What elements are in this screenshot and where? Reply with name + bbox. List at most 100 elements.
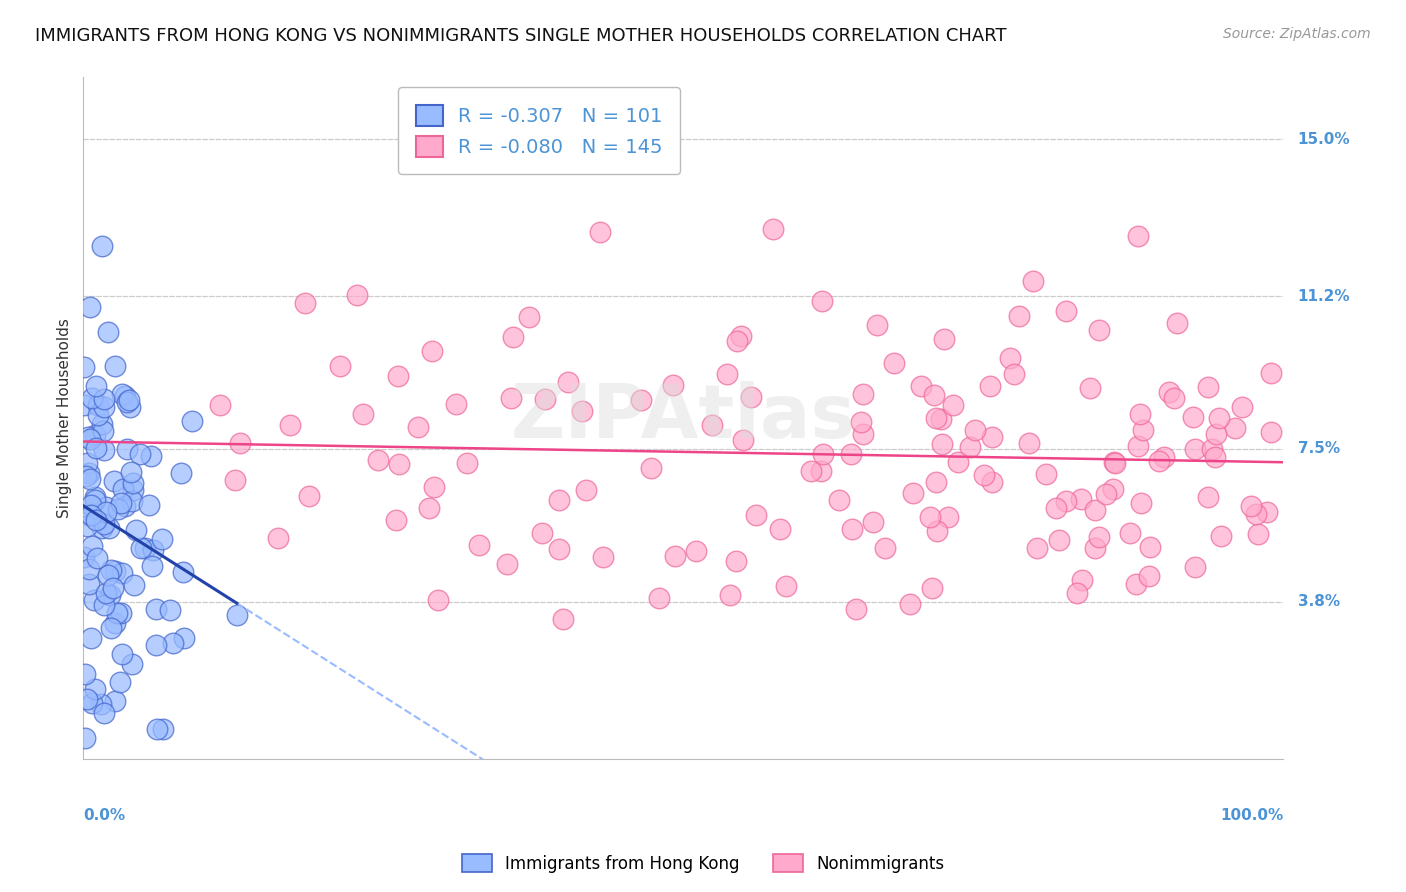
Point <box>120 465 142 479</box>
Point <box>873 541 896 556</box>
Text: 3.8%: 3.8% <box>1298 594 1340 609</box>
Point <box>1139 541 1161 555</box>
Point <box>346 287 368 301</box>
Point <box>901 486 924 500</box>
Point <box>775 578 797 592</box>
Point <box>630 392 652 407</box>
Point <box>180 414 202 428</box>
Point <box>86 551 108 566</box>
Point <box>1247 526 1270 541</box>
Point <box>388 457 411 471</box>
Point <box>73 667 96 681</box>
Point <box>768 522 790 536</box>
Point <box>209 398 232 412</box>
Point <box>1137 569 1160 583</box>
Point <box>548 541 571 556</box>
Point <box>810 464 832 478</box>
Point <box>998 351 1021 365</box>
Point <box>145 638 167 652</box>
Point <box>936 509 959 524</box>
Point <box>1125 577 1147 591</box>
Point <box>138 498 160 512</box>
Point <box>979 379 1001 393</box>
Point <box>1102 454 1125 468</box>
Point <box>80 508 103 523</box>
Point <box>499 392 522 406</box>
Point <box>1070 491 1092 506</box>
Point <box>79 472 101 486</box>
Point <box>426 593 449 607</box>
Point <box>1159 384 1181 399</box>
Point <box>114 389 136 403</box>
Point <box>73 731 96 745</box>
Point <box>1066 586 1088 600</box>
Point <box>103 475 125 489</box>
Point <box>553 612 575 626</box>
Point <box>731 434 754 448</box>
Point <box>502 330 524 344</box>
Point <box>446 397 468 411</box>
Point <box>129 448 152 462</box>
Point <box>1197 380 1219 394</box>
Point <box>1240 500 1263 514</box>
Point <box>80 632 103 646</box>
Point <box>367 453 389 467</box>
Point <box>83 681 105 696</box>
Y-axis label: Single Mother Households: Single Mother Households <box>58 318 72 518</box>
Point <box>1084 502 1107 516</box>
Point <box>80 697 103 711</box>
Point <box>352 408 374 422</box>
Point <box>1163 391 1185 405</box>
Point <box>93 706 115 720</box>
Point <box>76 456 98 470</box>
Point <box>548 492 571 507</box>
Point <box>1095 486 1118 500</box>
Point <box>1197 490 1219 504</box>
Point <box>571 404 593 418</box>
Point <box>1126 229 1149 244</box>
Point <box>94 505 117 519</box>
Point <box>468 538 491 552</box>
Point <box>84 441 107 455</box>
Text: IMMIGRANTS FROM HONG KONG VS NONIMMIGRANTS SINGLE MOTHER HOUSEHOLDS CORRELATION : IMMIGRANTS FROM HONG KONG VS NONIMMIGRAN… <box>35 27 1007 45</box>
Point <box>146 722 169 736</box>
Point <box>79 300 101 314</box>
Point <box>114 499 136 513</box>
Point <box>224 474 246 488</box>
Point <box>90 698 112 712</box>
Point <box>111 482 134 496</box>
Point <box>851 415 873 429</box>
Point <box>762 222 785 236</box>
Point <box>1083 541 1105 556</box>
Text: 15.0%: 15.0% <box>1298 132 1350 147</box>
Point <box>77 508 100 522</box>
Point <box>1211 529 1233 543</box>
Point <box>104 564 127 578</box>
Point <box>93 598 115 612</box>
Point <box>1087 530 1109 544</box>
Point <box>1184 442 1206 456</box>
Point <box>1054 303 1077 318</box>
Point <box>700 417 723 432</box>
Point <box>841 522 863 536</box>
Point <box>125 524 148 538</box>
Point <box>495 558 517 572</box>
Point <box>575 483 598 498</box>
Point <box>745 508 768 523</box>
Point <box>121 657 143 671</box>
Point <box>716 367 738 381</box>
Point <box>1147 453 1170 467</box>
Point <box>730 328 752 343</box>
Point <box>278 417 301 432</box>
Point <box>1153 450 1175 464</box>
Point <box>170 467 193 481</box>
Point <box>77 561 100 575</box>
Point <box>1129 495 1152 509</box>
Point <box>592 549 614 564</box>
Point <box>1205 427 1227 442</box>
Point <box>298 489 321 503</box>
Point <box>920 510 942 524</box>
Point <box>77 577 100 591</box>
Point <box>931 412 953 426</box>
Point <box>740 391 762 405</box>
